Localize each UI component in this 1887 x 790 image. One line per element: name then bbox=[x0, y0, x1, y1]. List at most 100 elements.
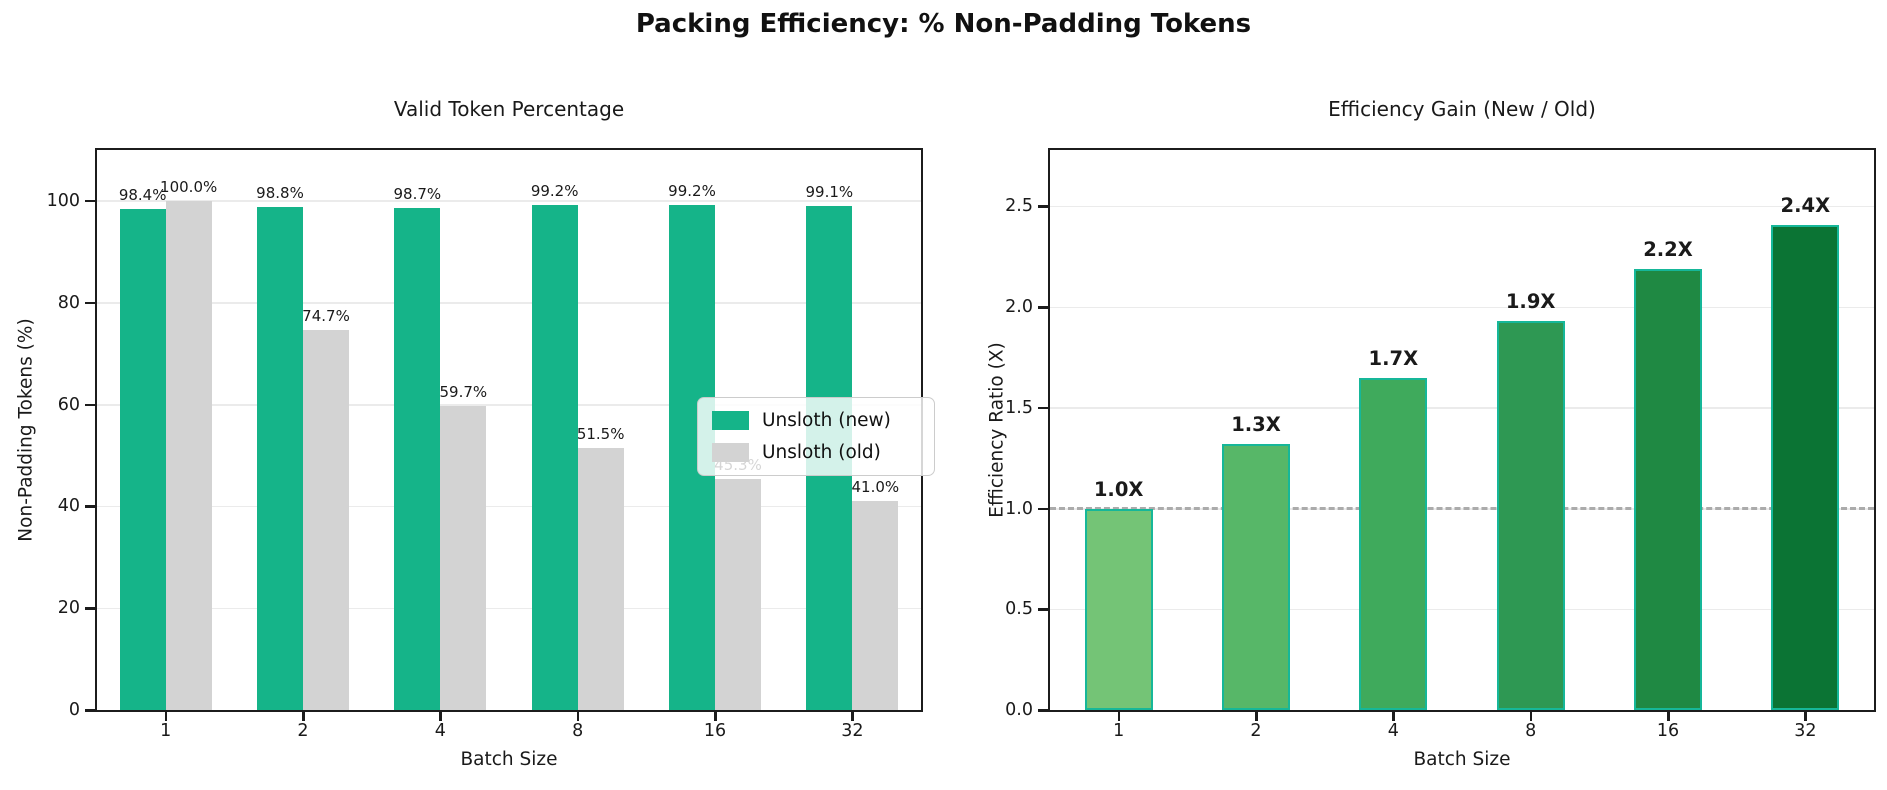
bar-efficiency-batch-8 bbox=[1496, 321, 1565, 710]
chart-efficiency-gain: Efficiency Gain (New / Old) Efficiency R… bbox=[953, 0, 1887, 790]
x-tick-mark-icon bbox=[439, 712, 442, 721]
bar-new-batch-8 bbox=[531, 204, 578, 710]
bar-value-label: 1.7X bbox=[1368, 346, 1419, 370]
bar-value-label: 98.8% bbox=[256, 184, 304, 203]
chart-valid-token-percentage: Valid Token Percentage Non-Padding Token… bbox=[0, 0, 943, 790]
y-tick-mark-icon bbox=[1038, 406, 1048, 410]
bar-old-batch-4 bbox=[440, 406, 487, 710]
bar-value-label: 51.5% bbox=[576, 424, 625, 443]
bar-value-label: 99.1% bbox=[805, 182, 854, 201]
y-tick-label: 20 bbox=[57, 598, 80, 619]
bar-new-batch-4 bbox=[394, 207, 441, 710]
y-tick-label: 100 bbox=[46, 190, 80, 211]
x-tick-mark-icon bbox=[714, 712, 717, 721]
y-tick-mark-icon bbox=[1038, 608, 1048, 611]
bar-value-label: 2.2X bbox=[1643, 237, 1693, 261]
y-tick-mark-icon bbox=[1038, 306, 1048, 309]
x-tick-label: 16 bbox=[1656, 721, 1680, 741]
bar-value-label: 41.0% bbox=[851, 478, 900, 497]
bar-old-batch-8 bbox=[577, 447, 624, 710]
bar-efficiency-batch-32 bbox=[1771, 224, 1840, 710]
y-tick-mark-icon bbox=[1038, 507, 1048, 511]
bar-old-batch-2 bbox=[303, 329, 349, 710]
gridline bbox=[1050, 306, 1874, 309]
x-tick-mark-icon bbox=[1117, 712, 1121, 721]
y-tick-label: 1.5 bbox=[1005, 397, 1033, 418]
bar-value-label: 99.2% bbox=[668, 181, 716, 200]
gridline bbox=[1050, 205, 1874, 208]
y-tick-mark-icon bbox=[1038, 709, 1048, 712]
x-tick-mark-icon bbox=[1392, 712, 1395, 721]
left-chart-title: Valid Token Percentage bbox=[393, 97, 625, 121]
x-tick-label: 1 bbox=[160, 721, 172, 741]
left-x-axis-label: Batch Size bbox=[460, 749, 558, 770]
bar-efficiency-batch-4 bbox=[1359, 377, 1428, 710]
x-tick-label: 4 bbox=[1387, 721, 1399, 741]
y-tick-label: 2.5 bbox=[1005, 196, 1033, 217]
bar-value-label: 59.7% bbox=[439, 383, 488, 402]
reference-line-1x bbox=[1050, 507, 1874, 511]
x-tick-label: 4 bbox=[434, 721, 446, 741]
legend-item-unsloth-new: Unsloth (new) bbox=[712, 410, 920, 431]
y-tick-label: 2.0 bbox=[1005, 297, 1033, 318]
right-x-axis-label: Batch Size bbox=[1413, 749, 1511, 770]
x-tick-mark-icon bbox=[1529, 712, 1533, 721]
x-tick-mark-icon bbox=[1804, 712, 1807, 721]
x-tick-label: 8 bbox=[1525, 721, 1537, 741]
bar-value-label: 99.2% bbox=[530, 181, 579, 200]
gridline bbox=[1050, 407, 1874, 409]
x-tick-mark-icon bbox=[1667, 712, 1670, 721]
x-tick-mark-icon bbox=[302, 712, 305, 721]
gridline bbox=[97, 505, 921, 508]
x-tick-mark-icon bbox=[851, 712, 854, 721]
x-tick-mark-icon bbox=[164, 712, 168, 721]
y-tick-mark-icon bbox=[85, 301, 95, 305]
x-tick-mark-icon bbox=[1255, 712, 1258, 721]
x-tick-label: 32 bbox=[841, 721, 864, 741]
x-tick-label: 2 bbox=[297, 721, 309, 741]
y-tick-mark-icon bbox=[85, 709, 95, 712]
bar-efficiency-batch-16 bbox=[1634, 268, 1702, 710]
bar-old-batch-1 bbox=[165, 200, 212, 710]
legend-swatch-new-icon bbox=[712, 411, 749, 430]
bar-value-label: 1.0X bbox=[1093, 477, 1144, 501]
figure-title: Packing Efficiency: % Non-Padding Tokens bbox=[635, 9, 1252, 39]
bar-efficiency-batch-2 bbox=[1222, 444, 1290, 710]
bar-efficiency-batch-1 bbox=[1084, 508, 1153, 710]
y-tick-mark-icon bbox=[85, 505, 95, 508]
y-tick-mark-icon bbox=[85, 403, 95, 407]
bar-value-label: 74.7% bbox=[302, 306, 350, 325]
y-tick-label: 60 bbox=[57, 394, 80, 415]
y-tick-mark-icon bbox=[85, 199, 95, 203]
y-tick-mark-icon bbox=[1038, 205, 1048, 208]
right-y-axis-label: Efficiency Ratio (X) bbox=[986, 342, 1008, 518]
x-tick-label: 8 bbox=[572, 721, 584, 741]
gridline bbox=[97, 404, 921, 406]
bar-old-batch-16 bbox=[715, 479, 761, 710]
y-tick-label: 0.0 bbox=[1005, 700, 1033, 720]
bar-value-label: 2.4X bbox=[1780, 193, 1831, 217]
x-tick-label: 32 bbox=[1794, 721, 1817, 741]
legend-label-new: Unsloth (new) bbox=[762, 410, 891, 431]
gridline bbox=[97, 607, 921, 610]
legend-item-unsloth-old: Unsloth (old) bbox=[712, 442, 920, 463]
bar-value-label: 1.3X bbox=[1231, 413, 1281, 437]
legend-swatch-old-icon bbox=[712, 443, 749, 462]
right-plot-area: 1.0X 1.3X 1.7X 1.9X 2.2X 2.4X bbox=[1048, 148, 1876, 712]
x-tick-mark-icon bbox=[576, 712, 580, 721]
bar-new-batch-1 bbox=[119, 209, 166, 710]
bar-value-label: 98.4% bbox=[118, 186, 167, 205]
gridline bbox=[1050, 608, 1874, 611]
y-tick-label: 1.0 bbox=[1005, 498, 1033, 519]
gridline bbox=[97, 200, 921, 202]
left-plot-area: Unsloth (new) Unsloth (old) 98.4% 100.0% 9… bbox=[95, 148, 935, 712]
x-tick-label: 1 bbox=[1113, 721, 1125, 741]
bar-value-label: 98.7% bbox=[393, 184, 442, 203]
bar-old-batch-32 bbox=[852, 501, 899, 710]
x-tick-label: 16 bbox=[703, 721, 727, 741]
bar-new-batch-2 bbox=[257, 207, 303, 710]
gridline bbox=[97, 302, 921, 304]
y-tick-label: 0 bbox=[68, 700, 80, 720]
bar-value-label: 1.9X bbox=[1505, 290, 1556, 314]
